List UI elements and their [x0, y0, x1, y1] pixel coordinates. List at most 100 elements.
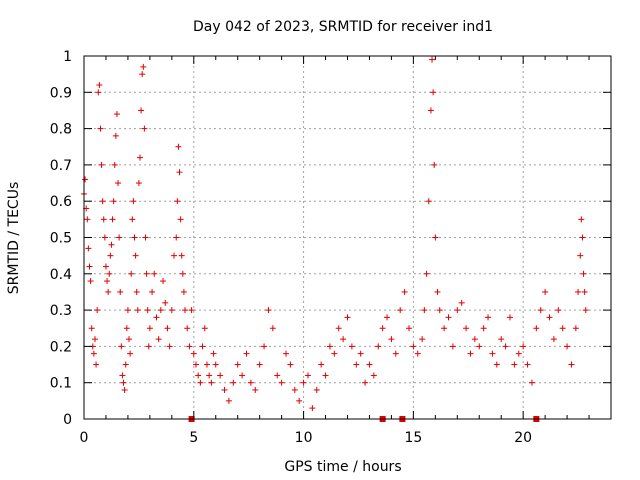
data-point	[318, 361, 325, 368]
data-point	[203, 361, 210, 368]
y-tick-label: 0.6	[50, 194, 72, 210]
y-tick-label: 0.7	[50, 158, 72, 174]
data-point	[542, 288, 549, 295]
data-point	[174, 198, 181, 205]
data-point	[247, 379, 254, 386]
data-point	[141, 125, 148, 132]
data-point	[362, 379, 369, 386]
data-point	[291, 386, 298, 393]
data-point	[116, 234, 123, 241]
data-point	[142, 234, 149, 241]
data-point	[572, 325, 579, 332]
data-point	[177, 216, 184, 223]
data-point	[441, 325, 448, 332]
data-point	[104, 278, 111, 285]
data-point	[498, 336, 505, 343]
data-point	[397, 307, 404, 314]
data-point	[559, 325, 566, 332]
data-point	[110, 198, 117, 205]
data-point	[261, 343, 268, 350]
data-point	[471, 336, 478, 343]
data-point	[131, 234, 138, 241]
data-point	[127, 350, 134, 357]
data-point	[502, 343, 509, 350]
data-point	[431, 161, 438, 168]
data-point	[115, 180, 122, 187]
data-point	[201, 325, 208, 332]
data-point	[126, 336, 133, 343]
data-point	[199, 343, 206, 350]
data-point	[384, 314, 391, 321]
data-point	[160, 278, 167, 285]
data-point	[139, 71, 146, 78]
data-point	[388, 336, 395, 343]
data-point	[335, 325, 342, 332]
data-point	[506, 314, 513, 321]
data-point	[102, 263, 109, 270]
data-point	[515, 350, 522, 357]
data-point	[326, 343, 333, 350]
data-point	[113, 111, 120, 118]
data-point	[476, 343, 483, 350]
axis-ticks	[83, 55, 612, 420]
data-point	[155, 336, 162, 343]
data-point	[579, 234, 586, 241]
data-point	[511, 361, 518, 368]
y-tick-label: 1	[63, 49, 72, 65]
data-point	[304, 372, 311, 379]
data-point	[149, 288, 156, 295]
data-point	[425, 198, 432, 205]
data-point	[144, 307, 151, 314]
data-point	[164, 325, 171, 332]
data-points	[81, 56, 589, 412]
data-point	[348, 343, 355, 350]
data-point	[357, 350, 364, 357]
data-point	[178, 252, 185, 259]
data-point	[182, 307, 189, 314]
data-point	[206, 372, 213, 379]
data-point	[581, 288, 588, 295]
data-point	[582, 307, 589, 314]
data-point	[132, 252, 139, 259]
data-point	[129, 216, 136, 223]
data-point	[176, 169, 183, 176]
data-point	[118, 343, 125, 350]
data-point	[252, 386, 259, 393]
data-point	[97, 125, 104, 132]
data-point	[274, 372, 281, 379]
data-point	[520, 343, 527, 350]
data-point	[151, 270, 158, 277]
data-point	[221, 386, 228, 393]
data-point	[101, 234, 108, 241]
data-point	[109, 216, 116, 223]
data-point	[134, 307, 141, 314]
data-point	[485, 314, 492, 321]
plot-frame	[83, 55, 612, 420]
x-tick-label: 0	[80, 430, 89, 446]
data-point	[256, 361, 263, 368]
data-point	[313, 386, 320, 393]
data-point	[120, 379, 127, 386]
data-point	[421, 307, 428, 314]
data-point	[146, 325, 153, 332]
data-point	[430, 89, 437, 96]
data-point	[217, 372, 224, 379]
data-point	[179, 270, 186, 277]
data-point	[124, 307, 131, 314]
chart-title: Day 042 of 2023, SRMTID for receiver ind…	[193, 19, 493, 35]
data-point	[87, 278, 94, 285]
data-point	[96, 82, 103, 89]
tick-labels: 0 5 10 15 20 0 0.1 0.2 0.3 0.4 0.5 0.6 0.7 0.8 0.9 1	[50, 49, 532, 446]
grid	[84, 56, 611, 419]
data-point	[153, 314, 160, 321]
data-point	[309, 405, 316, 412]
y-tick-label: 0.1	[50, 376, 72, 392]
data-point	[278, 379, 285, 386]
y-tick-label: 0.9	[50, 85, 72, 101]
data-point	[98, 161, 105, 168]
data-point	[463, 325, 470, 332]
data-point	[133, 288, 140, 295]
data-point	[423, 270, 430, 277]
data-point	[95, 89, 102, 96]
data-point	[145, 343, 152, 350]
